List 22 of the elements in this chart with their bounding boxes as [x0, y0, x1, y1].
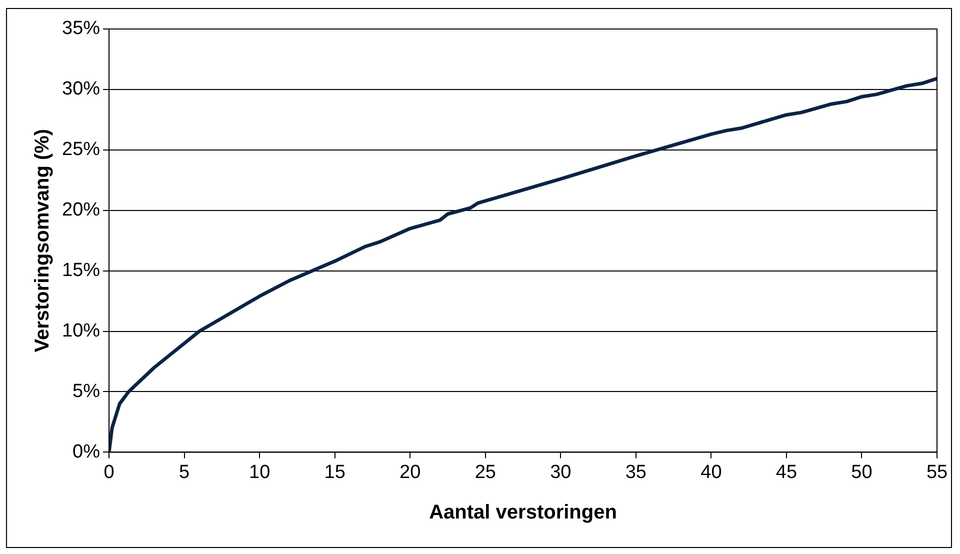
x-axis-title: Aantal verstoringen	[429, 502, 617, 524]
y-tick-label: 15%	[62, 260, 100, 282]
x-tick-label: 50	[851, 462, 872, 483]
y-tick-label: 5%	[72, 380, 100, 402]
x-tick-label: 45	[776, 462, 798, 483]
x-tick-label: 10	[249, 462, 270, 483]
y-tick-label: 25%	[62, 139, 100, 160]
x-tick-label: 5	[179, 462, 190, 483]
y-tick-label: 35%	[62, 18, 100, 40]
x-tick-label: 25	[474, 462, 496, 483]
y-axis-title: Verstoringsomvang (%)	[32, 128, 54, 352]
x-tick-label: 40	[700, 462, 722, 483]
y-tick-label: 0%	[72, 441, 100, 462]
x-tick-label: 0	[104, 462, 114, 483]
x-tick-label: 20	[400, 462, 421, 483]
x-tick-label: 15	[324, 462, 346, 483]
x-tick-label: 30	[550, 462, 572, 483]
x-tick-label: 55	[926, 462, 948, 483]
x-tick-label: 35	[625, 462, 646, 483]
y-tick-label: 10%	[62, 320, 100, 342]
y-tick-label: 20%	[62, 200, 100, 221]
y-tick-label: 30%	[62, 78, 100, 100]
